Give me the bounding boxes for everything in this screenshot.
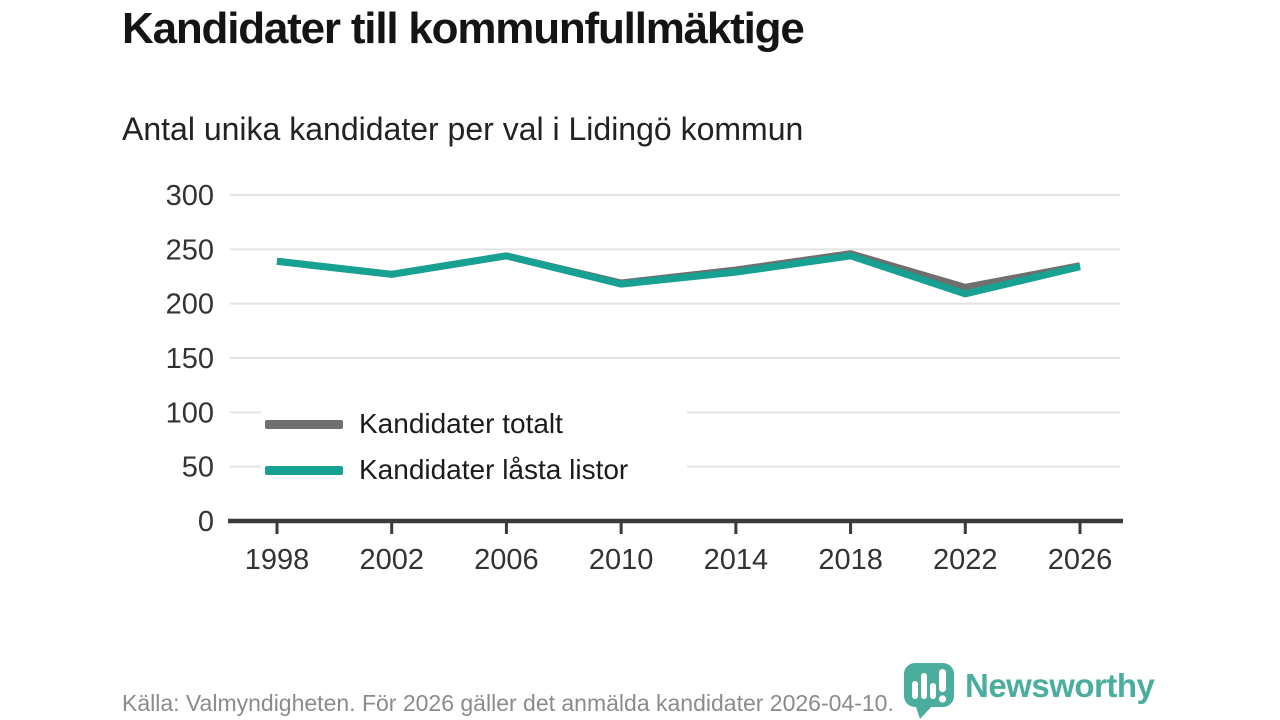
y-tick-label: 200: [166, 289, 214, 321]
page-title: Kandidater till kommunfullmäktige: [122, 4, 805, 53]
chart-legend: Kandidater totalt Kandidater låsta listo…: [261, 399, 687, 495]
x-tick-label: 2014: [704, 544, 769, 576]
x-tick-label: 2010: [589, 544, 654, 576]
legend-item-kandidater-totalt: Kandidater totalt: [261, 401, 687, 447]
y-tick-label: 300: [166, 180, 214, 212]
source-note: Källa: Valmyndigheten. För 2026 gäller d…: [122, 690, 894, 716]
y-tick-label: 100: [166, 397, 214, 429]
y-tick-label: 150: [166, 343, 214, 375]
x-tick-label: 2002: [359, 544, 424, 576]
legend-swatch-teal-line-icon: [265, 465, 343, 475]
x-tick-label: 1998: [245, 544, 310, 576]
y-tick-label: 50: [182, 452, 214, 484]
legend-label: Kandidater låsta listor: [359, 454, 629, 485]
x-tick-label: 2022: [933, 544, 998, 576]
y-tick-label: 250: [166, 234, 214, 266]
y-tick-label: 0: [198, 506, 214, 538]
legend-label: Kandidater totalt: [359, 408, 563, 439]
legend-item-kandidater-lasta-listor: Kandidater låsta listor: [261, 447, 687, 493]
newsworthy-brand: Newsworthy: [901, 660, 1155, 720]
newsworthy-wordmark: Newsworthy: [965, 667, 1155, 704]
newsworthy-logo-icon: [904, 663, 954, 719]
series-line-1: [276, 252, 1081, 298]
legend-swatch-gray-line-icon: [265, 419, 343, 429]
x-tick-label: 2018: [818, 544, 883, 576]
x-tick-label: 2026: [1048, 544, 1113, 576]
x-tick-label: 2006: [474, 544, 539, 576]
chart-subtitle: Antal unika kandidater per val i Lidingö…: [122, 111, 804, 147]
